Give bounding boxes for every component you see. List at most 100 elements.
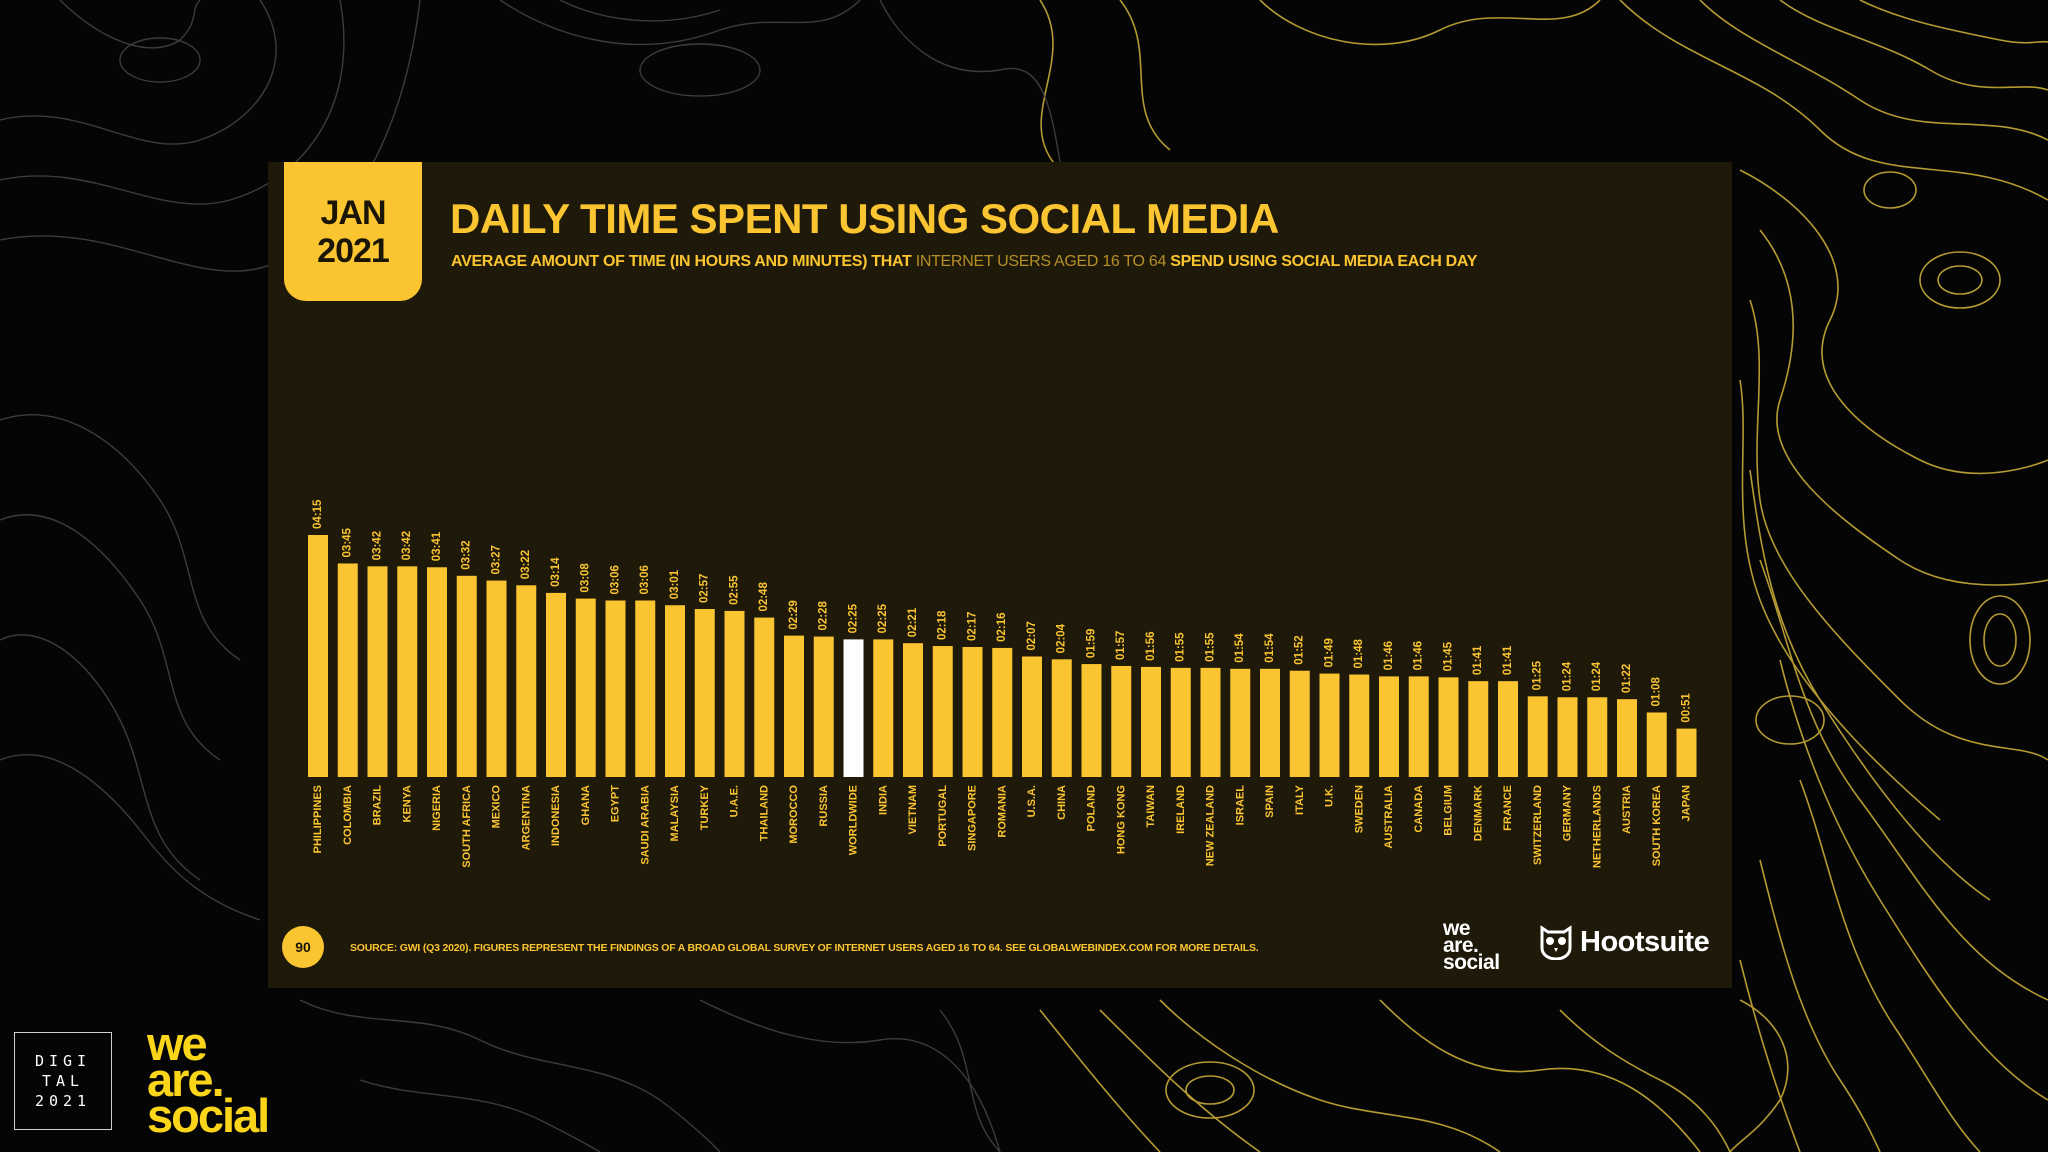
bar-israel — [1230, 668, 1251, 777]
value-label-u-a-e: 02:55 — [729, 575, 741, 605]
subtitle-part1: AVERAGE AMOUNT OF TIME (IN HOURS AND MIN… — [451, 253, 916, 270]
bar-australia — [1379, 676, 1399, 777]
digital-line3: 2021 — [34, 1092, 92, 1110]
brand-we: we — [1443, 917, 1471, 940]
value-label-italy: 01:52 — [1294, 635, 1306, 664]
value-label-taiwan: 01:56 — [1145, 631, 1157, 660]
category-label-indonesia: INDONESIA — [550, 785, 562, 846]
category-label-switzerland: SWITZERLAND — [1532, 785, 1544, 865]
category-label-worldwide: WORLDWIDE — [848, 785, 860, 855]
corner-brand-social: social — [147, 1089, 270, 1142]
bar-india — [873, 639, 894, 777]
bar-malaysia — [665, 605, 685, 777]
bar-russia — [813, 636, 834, 777]
category-label-china: CHINA — [1056, 785, 1068, 820]
value-label-portugal: 02:18 — [937, 610, 949, 640]
bar-turkey — [694, 609, 715, 777]
category-label-egypt: EGYPT — [610, 785, 622, 823]
category-label-poland: POLAND — [1086, 785, 1098, 832]
category-label-u-s-a: U.S.A. — [1026, 785, 1038, 817]
category-label-mexico: MEXICO — [491, 785, 503, 829]
corner-brand-we: we — [147, 1017, 208, 1070]
category-label-brazil: BRAZIL — [372, 785, 384, 826]
value-label-philippines: 04:15 — [312, 499, 324, 529]
value-label-thailand: 02:48 — [758, 582, 770, 612]
value-label-south-africa: 03:32 — [461, 540, 473, 569]
bar-south-africa — [456, 575, 477, 777]
bar-netherlands — [1587, 697, 1608, 777]
bar-denmark — [1468, 681, 1489, 777]
value-label-new-zealand: 01:55 — [1205, 632, 1217, 662]
category-label-south-korea: SOUTH KOREA — [1651, 785, 1663, 866]
bar-kenya — [397, 566, 418, 777]
value-label-u-k: 01:49 — [1324, 638, 1336, 667]
bar-italy — [1289, 670, 1310, 777]
value-label-ireland: 01:55 — [1175, 632, 1187, 662]
category-label-hong-kong: HONG KONG — [1115, 785, 1127, 854]
value-label-vietnam: 02:21 — [907, 607, 919, 637]
infographic-card: JAN 2021 DAILY TIME SPENT USING SOCIAL M… — [268, 162, 1732, 988]
bar-germany — [1557, 697, 1578, 777]
value-label-argentina: 03:22 — [520, 550, 532, 579]
bar-egypt — [605, 600, 626, 777]
subtitle-part2: INTERNET USERS AGED 16 TO 64 — [915, 253, 1167, 270]
category-label-spain: SPAIN — [1264, 785, 1276, 818]
value-label-kenya: 03:42 — [401, 531, 413, 560]
category-label-south-africa: SOUTH AFRICA — [461, 785, 473, 868]
bar-saudi-arabia — [635, 600, 656, 777]
category-label-italy: ITALY — [1294, 784, 1306, 815]
category-label-denmark: DENMARK — [1472, 785, 1484, 841]
badge-month: JAN — [320, 193, 386, 232]
category-label-japan: JAPAN — [1681, 785, 1693, 822]
category-label-thailand: THAILAND — [758, 785, 770, 841]
value-label-romania: 02:16 — [996, 613, 1008, 642]
value-label-indonesia: 03:14 — [550, 557, 562, 587]
chart-subtitle: AVERAGE AMOUNT OF TIME (IN HOURS AND MIN… — [451, 253, 1477, 271]
bar-u-k — [1319, 673, 1340, 777]
category-label-malaysia: MALAYSIA — [669, 785, 681, 841]
source-note: SOURCE: GWI (Q3 2020). FIGURES REPRESENT… — [350, 942, 1259, 954]
bar-indonesia — [546, 592, 566, 777]
bar-poland — [1081, 664, 1102, 777]
bar-portugal — [932, 646, 953, 777]
value-label-canada: 01:46 — [1413, 641, 1425, 670]
bar-thailand — [754, 617, 775, 777]
value-label-nigeria: 03:41 — [431, 531, 443, 561]
bar-new-zealand — [1200, 667, 1221, 777]
bar-belgium — [1438, 677, 1459, 777]
value-label-ghana: 03:08 — [580, 563, 592, 593]
category-label-sweden: SWEDEN — [1353, 785, 1365, 833]
category-label-nigeria: NIGERIA — [431, 785, 443, 831]
bar-china — [1051, 659, 1072, 777]
bar-taiwan — [1141, 666, 1161, 777]
bar-u-a-e — [724, 610, 745, 777]
value-label-belgium: 01:45 — [1443, 641, 1455, 671]
bar-philippines — [308, 535, 328, 777]
value-label-saudi-arabia: 03:06 — [639, 565, 651, 594]
value-label-hong-kong: 01:57 — [1115, 631, 1127, 660]
category-label-philippines: PHILIPPINES — [312, 785, 324, 853]
category-label-u-k: U.K. — [1324, 785, 1336, 807]
value-label-sweden: 01:48 — [1353, 638, 1365, 668]
category-label-canada: CANADA — [1413, 785, 1425, 833]
category-label-india: INDIA — [877, 785, 889, 815]
category-label-belgium: BELGIUM — [1443, 785, 1455, 836]
category-label-romania: ROMANIA — [996, 785, 1008, 838]
bar-ghana — [575, 598, 596, 777]
category-label-israel: ISRAEL — [1234, 785, 1246, 826]
date-badge: JAN 2021 — [284, 162, 422, 301]
bar-mexico — [486, 580, 507, 777]
bar-japan — [1676, 728, 1697, 777]
badge-year: 2021 — [317, 231, 390, 270]
bar-hong-kong — [1111, 665, 1132, 777]
bar-south-korea — [1646, 712, 1667, 777]
category-label-ireland: IRELAND — [1175, 785, 1187, 834]
bar-morocco — [784, 635, 804, 777]
category-label-portugal: PORTUGAL — [937, 785, 949, 847]
bar-romania — [992, 647, 1013, 777]
digital-line1: DIGI — [34, 1052, 92, 1070]
category-label-vietnam: VIETNAM — [907, 785, 919, 835]
digital-2021-logo: DIGI TAL 2021 — [14, 1032, 112, 1130]
value-label-denmark: 01:41 — [1472, 645, 1484, 675]
